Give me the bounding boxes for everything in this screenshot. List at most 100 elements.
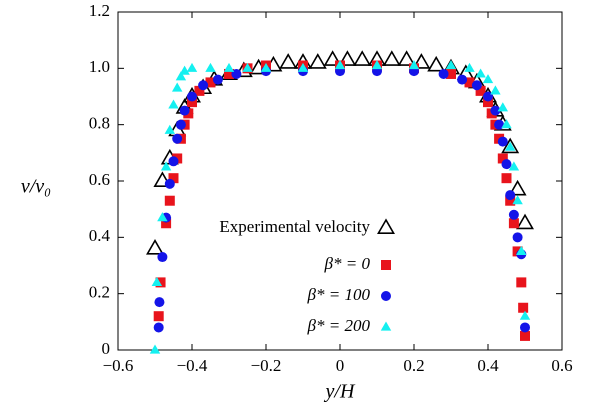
data-point: [501, 137, 520, 154]
data-point: [482, 74, 494, 84]
legend-marker: [381, 291, 391, 301]
data-point: [205, 77, 216, 88]
x-tick-label: 0: [336, 356, 345, 375]
data-point: [175, 119, 186, 130]
data-point: [172, 133, 183, 144]
data-point: [224, 68, 234, 79]
data-point: [160, 161, 172, 171]
data-point: [157, 252, 168, 263]
data-point: [323, 50, 342, 66]
data-point: [371, 60, 383, 70]
data-point: [501, 173, 512, 184]
data-point: [475, 68, 486, 78]
data-point: [516, 245, 527, 255]
data-point: [412, 53, 431, 69]
data-point: [508, 218, 519, 229]
data-point: [194, 85, 205, 96]
data-point: [151, 276, 163, 286]
x-tick-label: 0.6: [551, 356, 572, 375]
data-point: [483, 97, 493, 108]
data-point: [146, 238, 164, 255]
data-point: [179, 105, 190, 116]
data-point: [516, 277, 527, 288]
data-point: [508, 161, 520, 171]
data-point: [490, 85, 501, 95]
data-point: [446, 68, 456, 79]
data-point: [512, 195, 523, 205]
legend-label: β* = 100: [307, 285, 371, 304]
data-point: [308, 53, 327, 69]
data-point: [505, 190, 516, 201]
data-point: [520, 322, 530, 333]
data-point: [154, 297, 165, 308]
data-point: [516, 213, 534, 230]
data-point: [427, 55, 446, 72]
data-point: [260, 62, 272, 72]
legend-marker: [380, 321, 392, 331]
y-tick-label: 0: [102, 339, 111, 358]
data-point: [504, 141, 516, 151]
data-point: [212, 74, 223, 85]
data-point: [494, 119, 505, 130]
data-point: [198, 80, 209, 91]
data-point: [168, 173, 179, 184]
data-point: [168, 99, 179, 109]
y-tick-label: 0.4: [89, 226, 111, 245]
data-point: [501, 119, 512, 129]
data-point: [242, 62, 253, 72]
data-point: [179, 65, 190, 75]
y-tick-label: 0.2: [89, 283, 110, 302]
data-point: [512, 232, 523, 243]
data-point: [497, 102, 509, 112]
data-point: [497, 153, 508, 164]
data-point: [187, 91, 197, 102]
data-point: [187, 97, 197, 108]
data-point: [153, 171, 172, 187]
data-point: [445, 60, 457, 70]
data-point: [297, 62, 309, 72]
legend-label: β* = 200: [307, 316, 371, 335]
data-point: [438, 68, 449, 79]
data-point: [457, 74, 468, 85]
data-point: [501, 159, 512, 170]
data-point: [508, 209, 519, 220]
data-point: [497, 136, 508, 147]
data-point: [205, 62, 216, 72]
data-point: [161, 218, 172, 229]
data-point: [464, 77, 475, 88]
data-point: [382, 50, 401, 66]
legend-label: Experimental velocity: [219, 217, 370, 236]
data-point: [153, 322, 164, 333]
data-point: [508, 179, 527, 196]
x-tick-label: 0.2: [403, 356, 424, 375]
legend-marker: [381, 260, 391, 270]
data-point: [471, 80, 482, 91]
data-point: [186, 62, 198, 72]
y-tick-label: 1.0: [89, 57, 110, 76]
data-point: [397, 50, 416, 66]
data-point: [518, 302, 529, 313]
data-point: [155, 277, 166, 288]
data-point: [164, 124, 176, 134]
y-axis-label: v/v₀: [21, 176, 51, 198]
data-point: [464, 62, 475, 72]
data-point: [334, 60, 346, 70]
data-point: [223, 62, 235, 72]
x-tick-label: −0.2: [251, 356, 282, 375]
data-point: [279, 53, 298, 69]
data-point: [408, 60, 420, 70]
data-point: [490, 105, 501, 116]
data-point: [475, 85, 486, 96]
data-point: [171, 82, 183, 92]
y-tick-label: 1.2: [89, 1, 110, 20]
data-point: [175, 71, 187, 81]
x-tick-label: −0.6: [103, 356, 134, 375]
x-tick-label: −0.4: [177, 356, 208, 375]
legend-label: β* = 0: [324, 254, 371, 273]
y-tick-label: 0.6: [89, 170, 110, 189]
data-point: [353, 50, 372, 66]
data-point: [157, 212, 168, 222]
data-point: [520, 330, 530, 341]
